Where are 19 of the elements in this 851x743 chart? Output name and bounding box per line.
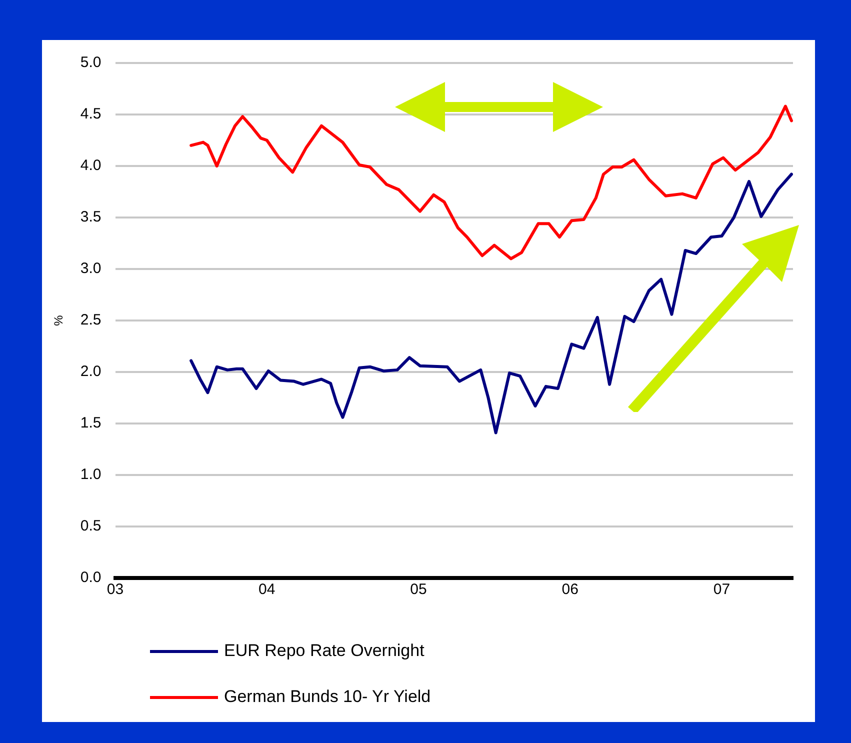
y-tick-label: 5.0 (80, 54, 102, 72)
y-tick-label: 2.5 (80, 312, 102, 329)
x-tick-label: 04 (258, 581, 276, 598)
y-tick-label: 1.0 (80, 466, 102, 484)
y-tick-label: 0.0 (80, 569, 102, 586)
y-tick-label: 1.5 (80, 414, 102, 432)
y-tick-label: 4.0 (80, 157, 102, 174)
y-tick-label: 4.5 (80, 106, 102, 123)
legend-label: EUR Repo Rate Overnight (224, 641, 424, 661)
y-tick-label: 0.5 (80, 518, 102, 535)
y-tick-label: 3.0 (80, 260, 102, 278)
x-tick-label: 07 (713, 581, 730, 598)
legend-label: German Bunds 10- Yr Yield (224, 687, 431, 707)
x-tick-label: 03 (106, 581, 124, 598)
x-tick-label: 06 (562, 581, 578, 598)
y-tick-label: 2.0 (80, 363, 102, 380)
x-tick-label: 05 (410, 581, 427, 598)
y-axis-title: % (52, 314, 66, 326)
y-tick-label: 3.5 (80, 208, 102, 226)
